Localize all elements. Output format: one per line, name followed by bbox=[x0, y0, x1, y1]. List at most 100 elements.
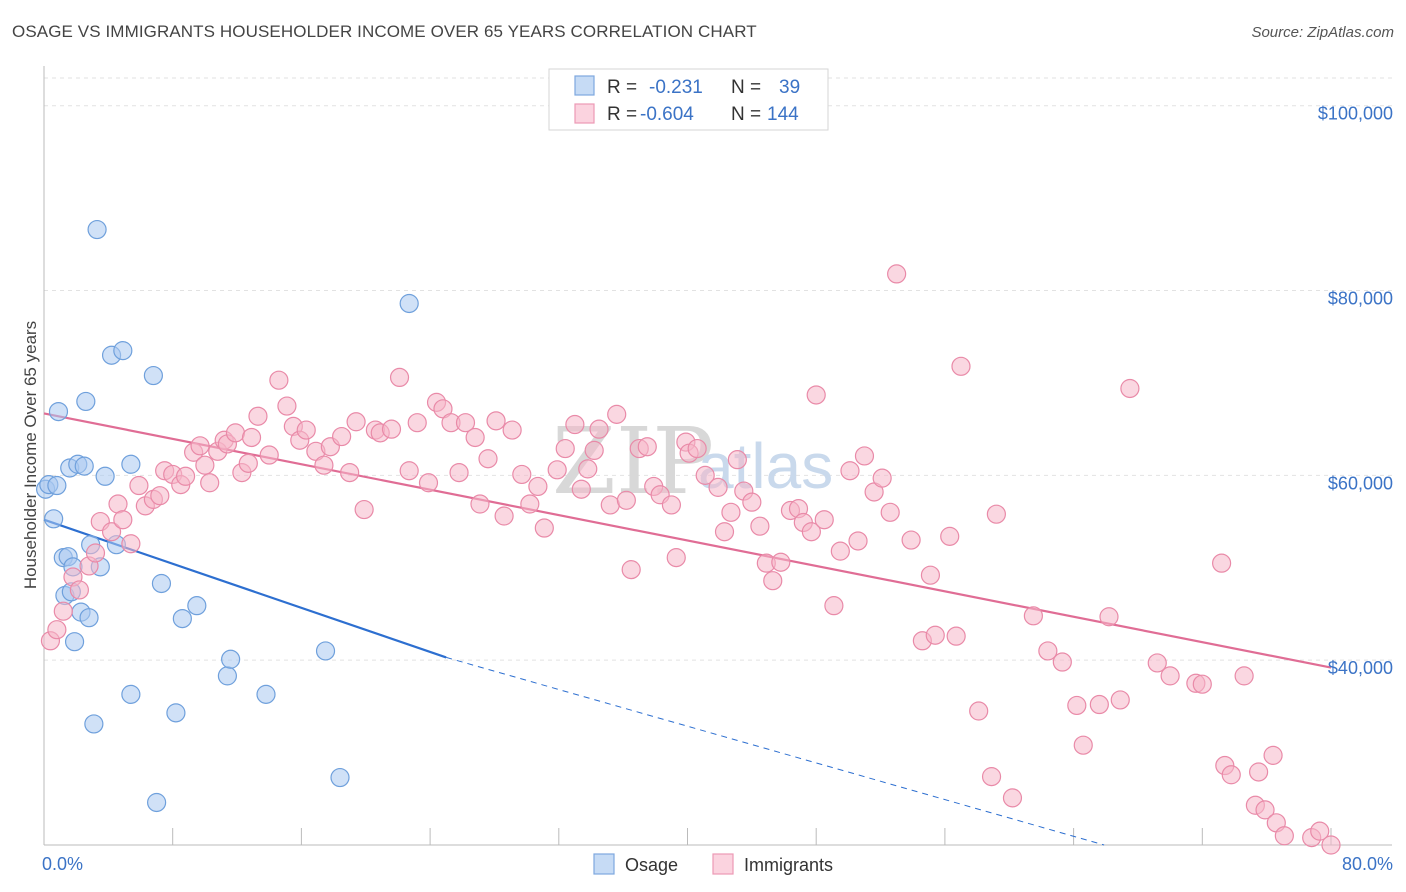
legend-r-label-1: R = bbox=[607, 77, 637, 98]
immigrants-point bbox=[969, 701, 989, 721]
immigrants-point bbox=[1067, 695, 1087, 716]
osage-point bbox=[113, 341, 133, 361]
immigrants-point bbox=[121, 534, 141, 554]
immigrants-point bbox=[1002, 788, 1023, 808]
immigrants-point bbox=[47, 620, 67, 640]
immigrants-point bbox=[578, 459, 598, 479]
immigrants-point bbox=[449, 462, 469, 483]
immigrants-point bbox=[750, 516, 770, 536]
immigrants-point bbox=[195, 455, 215, 475]
immigrants-point bbox=[666, 548, 686, 568]
immigrants-point bbox=[981, 767, 1002, 787]
immigrants-point bbox=[113, 510, 133, 530]
bottom-legend-swatch-osage bbox=[593, 853, 615, 875]
immigrants-point bbox=[520, 494, 540, 514]
immigrants-point bbox=[763, 571, 783, 591]
legend-r-value-1: -0.231 bbox=[649, 77, 703, 98]
data-points bbox=[36, 219, 1341, 855]
immigrants-point bbox=[465, 427, 485, 448]
immigrants-point bbox=[571, 479, 591, 499]
osage-point bbox=[143, 365, 163, 386]
immigrants-point bbox=[661, 495, 682, 515]
immigrants-point bbox=[695, 465, 715, 485]
immigrants-point bbox=[407, 413, 427, 433]
osage-point bbox=[151, 573, 172, 594]
osage-point bbox=[76, 391, 96, 412]
osage-point bbox=[221, 649, 241, 669]
legend-n-label-2: N = bbox=[731, 104, 761, 125]
immigrants-point bbox=[502, 420, 522, 440]
bottom-legend-immigrants: Immigrants bbox=[744, 855, 833, 875]
immigrants-point bbox=[1255, 800, 1275, 820]
osage-point bbox=[95, 466, 115, 486]
y-tick-label: $40,000 bbox=[1328, 658, 1393, 678]
legend-r-label-2: R = bbox=[607, 104, 637, 125]
immigrants-point bbox=[399, 461, 419, 481]
immigrants-point bbox=[269, 370, 289, 390]
immigrants-point bbox=[1099, 607, 1119, 627]
immigrants-point bbox=[470, 494, 490, 514]
immigrants-point bbox=[1160, 666, 1180, 686]
immigrants-point bbox=[565, 414, 585, 435]
immigrants-point bbox=[940, 526, 960, 546]
immigrants-point bbox=[101, 522, 122, 542]
immigrants-trend-line bbox=[43, 412, 1332, 669]
immigrants-point bbox=[854, 446, 875, 466]
osage-point bbox=[74, 456, 94, 476]
osage-point bbox=[121, 454, 141, 474]
immigrants-point bbox=[1120, 378, 1140, 399]
osage-point bbox=[79, 608, 99, 628]
chart-title: OSAGE VS IMMIGRANTS HOUSEHOLDER INCOME O… bbox=[12, 22, 757, 41]
immigrants-point bbox=[986, 504, 1006, 524]
immigrants-point bbox=[486, 411, 506, 431]
osage-point bbox=[121, 684, 141, 704]
immigrants-point bbox=[1249, 762, 1269, 782]
immigrants-point bbox=[607, 404, 627, 424]
immigrants-point bbox=[528, 476, 548, 497]
y-tick-label: $60,000 bbox=[1328, 473, 1393, 493]
immigrants-point bbox=[872, 468, 892, 488]
immigrants-point bbox=[1038, 641, 1058, 661]
immigrants-point bbox=[1192, 674, 1212, 694]
immigrants-point bbox=[1052, 652, 1072, 672]
y-tick-labels: $40,000 $60,000 $80,000 $100,000 bbox=[1318, 104, 1393, 678]
osage-trend-extension bbox=[446, 656, 1105, 846]
immigrants-point bbox=[727, 450, 747, 470]
immigrants-point bbox=[621, 560, 641, 580]
immigrants-point bbox=[129, 475, 149, 496]
immigrants-point bbox=[830, 541, 850, 561]
osage-point bbox=[147, 792, 167, 813]
immigrants-point bbox=[589, 419, 609, 439]
immigrants-point bbox=[637, 437, 657, 457]
immigrants-point bbox=[494, 506, 514, 526]
immigrants-point bbox=[354, 499, 374, 520]
immigrants-point bbox=[53, 601, 73, 621]
source-label: Source: ZipAtlas.com bbox=[1251, 24, 1394, 41]
immigrants-point bbox=[1073, 735, 1093, 755]
osage-point bbox=[217, 666, 237, 686]
immigrants-point bbox=[901, 530, 921, 550]
immigrants-point bbox=[555, 438, 575, 459]
immigrants-point bbox=[85, 543, 106, 563]
osage-point bbox=[330, 767, 350, 788]
osage-trend-line bbox=[43, 518, 447, 659]
immigrants-point bbox=[418, 473, 439, 493]
osage-point bbox=[256, 684, 276, 704]
immigrants-point bbox=[824, 596, 844, 616]
osage-point bbox=[172, 608, 192, 629]
immigrants-point bbox=[771, 552, 791, 572]
immigrants-point bbox=[1089, 694, 1109, 715]
immigrants-point bbox=[190, 436, 210, 456]
immigrants-point bbox=[880, 502, 900, 522]
immigrants-point bbox=[259, 445, 279, 465]
bottom-legend-osage: Osage bbox=[625, 855, 678, 875]
immigrants-point bbox=[1221, 765, 1241, 785]
immigrants-point bbox=[150, 486, 170, 506]
immigrants-point bbox=[920, 565, 941, 585]
immigrants-point bbox=[1274, 826, 1294, 846]
gridlines bbox=[44, 77, 1392, 661]
immigrants-point bbox=[1110, 690, 1130, 710]
immigrants-point bbox=[814, 510, 834, 530]
legend-swatch-osage bbox=[574, 75, 595, 96]
